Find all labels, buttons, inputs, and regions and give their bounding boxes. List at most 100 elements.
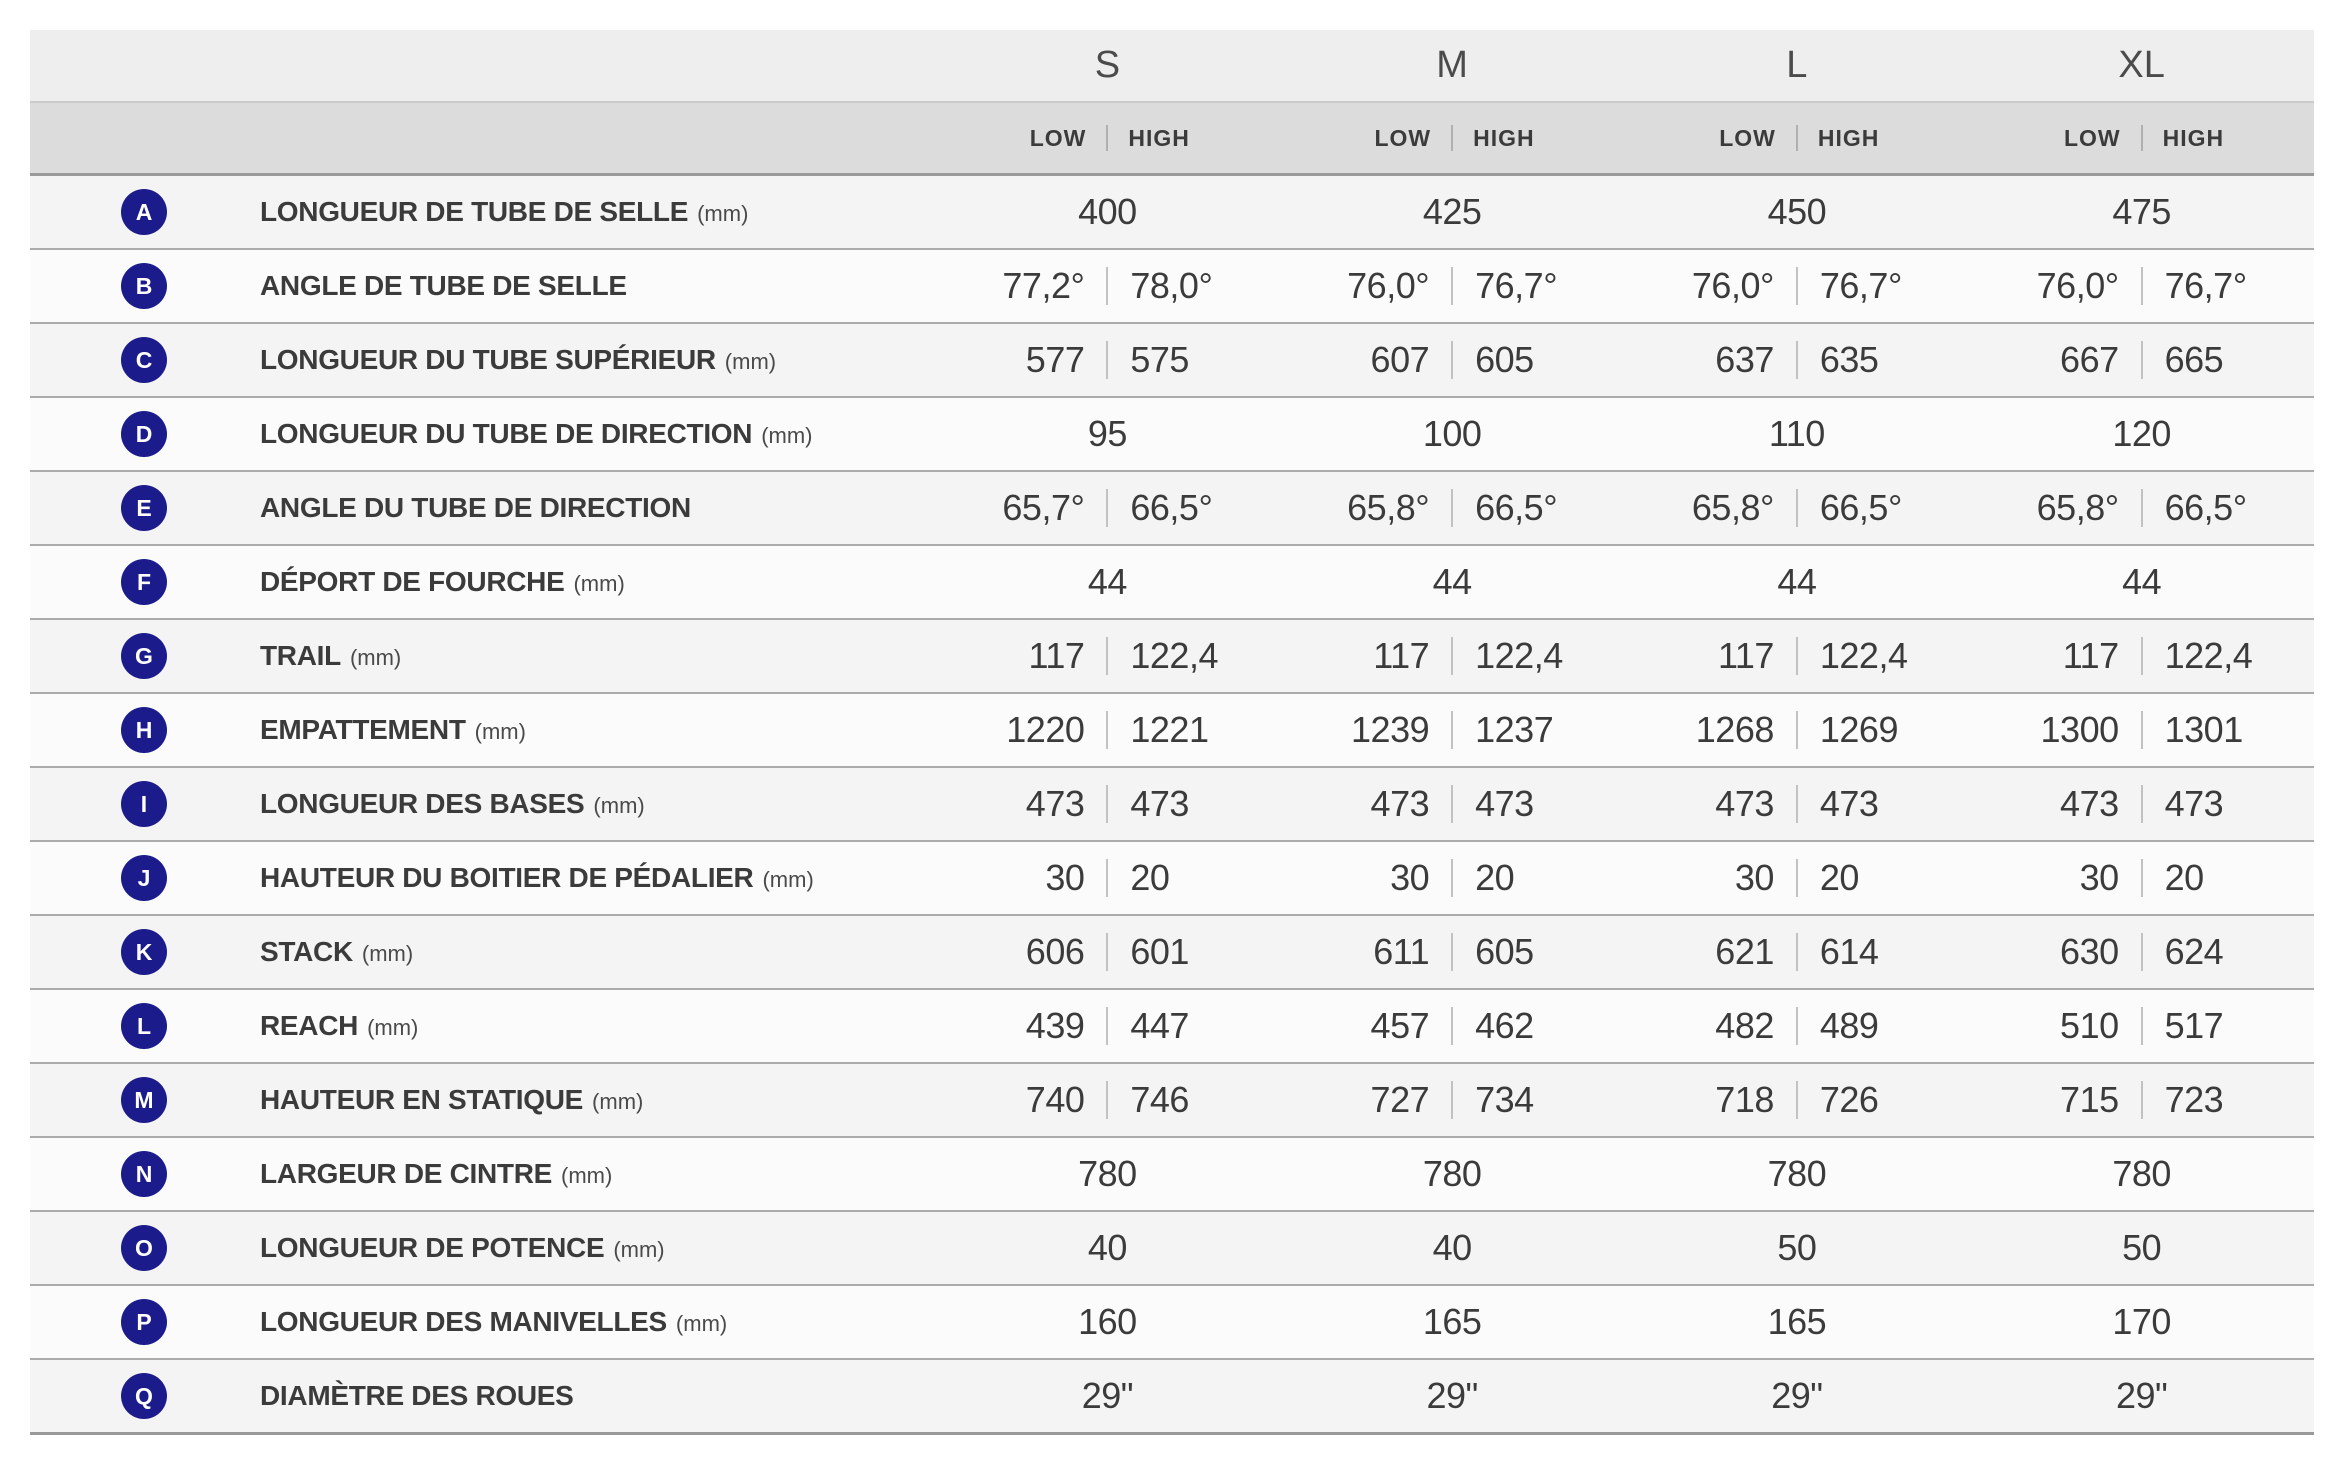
value-low: 117: [1717, 635, 1774, 676]
spec-letter-badge: Q: [121, 1373, 167, 1419]
spec-letter-badge: E: [121, 485, 167, 531]
spec-label: REACH (mm): [260, 1010, 419, 1041]
value-cell-S-C: 577 575: [935, 339, 1280, 381]
value-cell-L-F: 44: [1777, 561, 1817, 602]
value-high: 665: [2164, 339, 2224, 380]
spec-row-F: F DÉPORT DE FOURCHE (mm) 44 44 44 44: [30, 546, 2314, 620]
spec-unit: (mm): [675, 1311, 728, 1336]
value-high: 78,0°: [1130, 265, 1213, 306]
value-cell-M-D: 100: [1422, 413, 1482, 454]
spec-row-E: E ANGLE DU TUBE DE DIRECTION 65,7° 66,5° 6…: [30, 472, 2314, 546]
value-separator: [1106, 711, 1109, 749]
spec-letter-badge: N: [121, 1151, 167, 1197]
value-low: 1220: [1006, 709, 1085, 750]
value-cell-L-Q: 29": [1771, 1375, 1823, 1416]
value-cell-S-M: 740 746: [935, 1079, 1280, 1121]
value-cell-S-D: 95: [1087, 413, 1128, 454]
spec-unit: (mm): [361, 941, 414, 966]
value-separator: [1451, 1081, 1454, 1119]
value-high: 76,7°: [1475, 265, 1558, 306]
lowhigh-header-row: LOW HIGH LOW HIGH LOW HIGH LOW HIGH: [30, 103, 2314, 176]
value-cell-M-O: 40: [1432, 1227, 1473, 1268]
spec-label: DÉPORT DE FOURCHE (mm): [260, 566, 625, 597]
value-cell-M-N: 780: [1422, 1153, 1482, 1194]
value-cell-M-C: 607 605: [1280, 339, 1625, 381]
value-high: 575: [1130, 339, 1189, 380]
value-low: 715: [2060, 1079, 2119, 1120]
value-high: 605: [1475, 339, 1534, 380]
spec-row-I: I LONGUEUR DES BASES (mm) 473 473 473 473 473…: [30, 768, 2314, 842]
value-cell-M-E: 65,8° 66,5°: [1280, 487, 1625, 529]
low-label: LOW: [1029, 124, 1087, 151]
value-high: 601: [1130, 931, 1189, 972]
value-cell-S-Q: 29": [1081, 1375, 1134, 1416]
value-cell-M-Q: 29": [1426, 1375, 1478, 1416]
value-cell-XL-D: 120: [2112, 413, 2171, 454]
value-separator: [2140, 637, 2143, 675]
value-separator: [1106, 489, 1109, 527]
value-cell-M-F: 44: [1432, 561, 1473, 602]
value-separator: [1106, 267, 1109, 305]
spec-unit: (mm): [349, 645, 402, 670]
value-cell-XL-E: 65,8° 66,5°: [1969, 487, 2314, 529]
value-low: 510: [2060, 1005, 2119, 1046]
spec-label-cell: A LONGUEUR DE TUBE DE SELLE (mm): [30, 176, 935, 248]
value-low: 30: [1734, 857, 1775, 898]
spec-row-M: M HAUTEUR EN STATIQUE (mm) 740 746 727 734 71…: [30, 1064, 2314, 1138]
value-cell-M-H: 1239 1237: [1280, 709, 1625, 751]
spec-label-cell: D LONGUEUR DU TUBE DE DIRECTION (mm): [30, 398, 935, 470]
value-separator: [1795, 1081, 1798, 1119]
spec-letter-badge: L: [121, 1003, 167, 1049]
value-cell-S-J: 30 20: [935, 857, 1280, 899]
value-cell-S-L: 439 447: [935, 1005, 1280, 1047]
value-low: 65,8°: [1347, 487, 1430, 528]
spec-row-C: C LONGUEUR DU TUBE SUPÉRIEUR (mm) 577 575 6…: [30, 324, 2314, 398]
value-cell-XL-O: 50: [2122, 1227, 2162, 1268]
value-separator: [1795, 1007, 1798, 1045]
value-cell-L-A: 450: [1767, 191, 1827, 232]
value-separator: [1795, 933, 1798, 971]
spec-letter-badge: J: [121, 855, 167, 901]
value-high: 605: [1475, 931, 1534, 972]
spec-row-P: P LONGUEUR DES MANIVELLES (mm) 160 165 165 1…: [30, 1286, 2314, 1360]
value-high: 1269: [1819, 709, 1899, 750]
value-cell-L-D: 110: [1768, 413, 1825, 454]
spec-row-A: A LONGUEUR DE TUBE DE SELLE (mm) 400 425 45…: [30, 176, 2314, 250]
value-low: 473: [2060, 783, 2119, 824]
value-low: 718: [1715, 1079, 1774, 1120]
value-high: 1301: [2164, 709, 2244, 750]
value-high: 734: [1475, 1079, 1534, 1120]
value-cell-M-A: 425: [1422, 191, 1482, 232]
value-separator: [1795, 637, 1798, 675]
value-low: 76,0°: [2036, 265, 2119, 306]
high-label: HIGH: [1817, 124, 1880, 151]
spec-label-cell: E ANGLE DU TUBE DE DIRECTION: [30, 472, 935, 544]
spec-row-L: L REACH (mm) 439 447 457 462 482 489 510 517: [30, 990, 2314, 1064]
value-low: 482: [1715, 1005, 1774, 1046]
spec-label: EMPATTEMENT (mm): [260, 714, 526, 745]
value-separator: [1106, 859, 1109, 897]
low-label: LOW: [1719, 124, 1776, 151]
lowhigh-separator: [2140, 125, 2143, 151]
size-header-xl: XL: [2118, 44, 2165, 86]
value-high: 122,4: [2164, 635, 2253, 676]
value-separator: [1795, 785, 1798, 823]
value-cell-XL-C: 667 665: [1969, 339, 2314, 381]
value-separator: [1451, 785, 1454, 823]
value-cell-L-B: 76,0° 76,7°: [1625, 265, 1970, 307]
value-separator: [1106, 341, 1109, 379]
value-low: 1300: [2040, 709, 2120, 750]
spec-letter-badge: B: [121, 263, 167, 309]
spec-letter-badge: P: [121, 1299, 167, 1345]
value-separator: [1106, 1007, 1109, 1045]
spec-label: DIAMÈTRE DES ROUES: [260, 1380, 574, 1411]
spec-row-K: K STACK (mm) 606 601 611 605 621 614 630 624: [30, 916, 2314, 990]
value-cell-L-H: 1268 1269: [1625, 709, 1970, 751]
value-high: 66,5°: [1819, 487, 1902, 528]
spec-label: LONGUEUR DES BASES (mm): [260, 788, 645, 819]
spec-label-cell: J HAUTEUR DU BOITIER DE PÉDALIER (mm): [30, 842, 935, 914]
value-cell-XL-M: 715 723: [1969, 1079, 2314, 1121]
value-separator: [1451, 933, 1454, 971]
value-high: 122,4: [1819, 635, 1908, 676]
lowhigh-header-l: LOW HIGH: [1625, 125, 1970, 152]
